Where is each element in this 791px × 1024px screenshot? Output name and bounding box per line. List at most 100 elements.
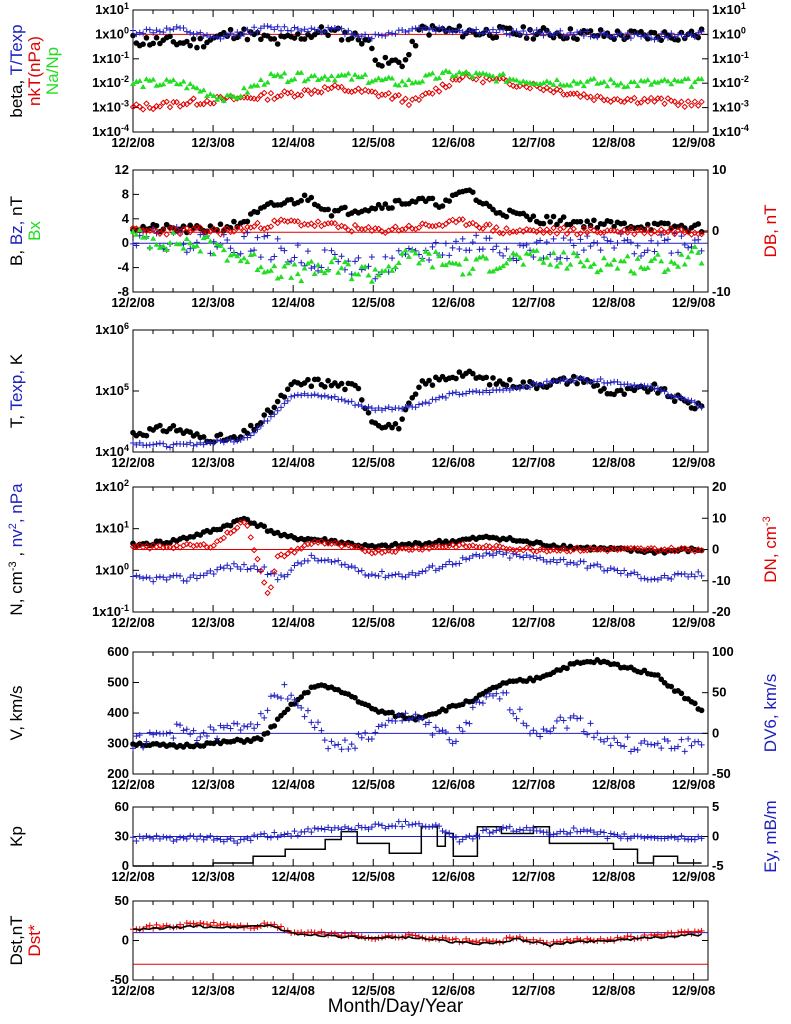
data-point xyxy=(328,247,335,254)
data-point xyxy=(146,104,154,112)
data-point xyxy=(627,382,634,389)
data-point xyxy=(668,683,675,690)
data-point xyxy=(277,551,285,558)
data-point xyxy=(486,29,493,36)
data-point xyxy=(520,242,527,249)
data-point xyxy=(698,741,705,748)
data-point xyxy=(405,402,412,409)
data-point xyxy=(627,268,634,274)
data-point xyxy=(426,400,433,407)
data-point xyxy=(170,26,177,33)
data-point xyxy=(288,27,295,34)
data-point xyxy=(224,722,231,729)
series-line xyxy=(133,924,702,948)
data-point xyxy=(500,26,507,33)
data-point xyxy=(160,923,167,930)
data-point xyxy=(388,95,396,103)
data-point xyxy=(442,67,449,73)
data-point xyxy=(200,33,207,40)
data-point xyxy=(415,260,422,266)
data-point xyxy=(684,228,692,236)
data-point xyxy=(362,824,369,831)
data-point xyxy=(294,25,301,32)
data-point xyxy=(250,223,258,230)
data-point xyxy=(621,567,628,574)
data-point xyxy=(557,254,564,261)
data-point xyxy=(331,558,338,565)
series-blue xyxy=(130,548,705,585)
data-point xyxy=(311,72,318,78)
data-point xyxy=(523,35,530,41)
data-point xyxy=(372,31,379,38)
data-point xyxy=(348,741,355,748)
data-point xyxy=(291,696,298,703)
data-point xyxy=(526,85,534,92)
data-point xyxy=(671,260,678,266)
data-point xyxy=(543,226,551,233)
data-point xyxy=(544,213,550,220)
data-point xyxy=(564,561,571,568)
data-point xyxy=(304,825,311,832)
data-point xyxy=(244,36,251,43)
data-point xyxy=(678,31,685,38)
data-point xyxy=(341,397,348,404)
data-point xyxy=(651,545,658,552)
data-point xyxy=(358,734,365,741)
data-point xyxy=(382,253,389,260)
data-point xyxy=(550,724,557,731)
data-point xyxy=(197,733,204,740)
data-point xyxy=(537,733,544,740)
data-point xyxy=(358,74,365,80)
data-point xyxy=(173,226,180,233)
data-point xyxy=(288,258,295,265)
data-point xyxy=(493,34,500,41)
data-point xyxy=(530,253,537,260)
data-point xyxy=(530,824,537,831)
data-point xyxy=(355,731,362,738)
data-point xyxy=(254,721,261,728)
data-point xyxy=(668,930,675,937)
data-point xyxy=(247,837,254,844)
data-point xyxy=(193,575,200,582)
data-point xyxy=(638,833,645,840)
plot-frame xyxy=(132,900,709,981)
data-point xyxy=(678,736,685,743)
data-point xyxy=(210,93,217,99)
data-point xyxy=(166,544,174,551)
data-point xyxy=(607,830,614,837)
data-point xyxy=(136,226,143,233)
data-point xyxy=(385,89,392,97)
x-tick-label: 12/4/08 xyxy=(271,135,314,150)
data-point xyxy=(140,41,146,48)
data-point xyxy=(543,78,550,84)
data-point xyxy=(590,75,597,81)
data-point xyxy=(621,98,628,106)
data-point xyxy=(429,732,436,739)
data-point xyxy=(143,35,150,41)
data-point xyxy=(264,707,271,714)
data-point xyxy=(402,404,409,411)
data-point xyxy=(419,27,426,34)
data-point xyxy=(627,570,634,577)
data-point xyxy=(537,827,544,834)
data-point xyxy=(570,225,577,233)
data-point xyxy=(385,572,392,579)
data-point xyxy=(503,382,510,389)
data-point xyxy=(210,726,217,733)
data-point xyxy=(197,29,204,36)
data-point xyxy=(412,572,419,579)
data-point xyxy=(577,936,584,943)
data-point xyxy=(274,23,281,30)
data-point xyxy=(520,261,527,267)
data-point xyxy=(479,79,487,86)
data-point xyxy=(499,230,507,237)
data-point xyxy=(658,232,665,239)
data-point xyxy=(577,259,584,265)
data-point xyxy=(611,257,618,263)
data-point xyxy=(553,263,560,269)
data-point xyxy=(385,263,392,269)
data-point xyxy=(375,572,382,579)
data-point xyxy=(187,29,194,36)
data-point xyxy=(388,226,396,233)
data-point xyxy=(463,719,470,726)
